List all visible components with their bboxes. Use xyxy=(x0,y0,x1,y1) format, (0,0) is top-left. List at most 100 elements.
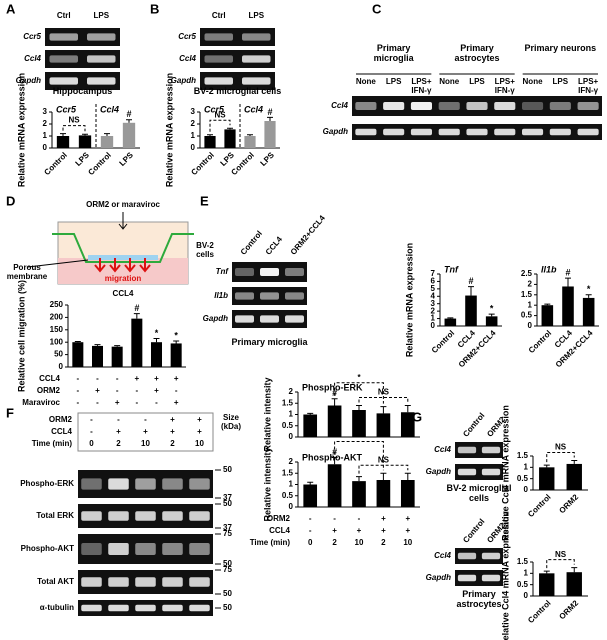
error-bar xyxy=(126,119,132,123)
membrane-pointer xyxy=(27,259,89,268)
gel-band xyxy=(135,478,156,490)
bar xyxy=(541,305,554,326)
condition-value: - xyxy=(309,526,312,535)
y-tick-label: 1.5 xyxy=(282,398,294,407)
chart-title: Phospho-ERK xyxy=(302,382,363,392)
condition-value: + xyxy=(116,427,121,436)
bar xyxy=(566,572,582,596)
lane-label: None xyxy=(355,77,376,86)
gel-band xyxy=(81,604,102,612)
bar xyxy=(539,573,555,596)
gel-band xyxy=(135,511,156,521)
gel-row xyxy=(45,72,120,90)
row-label: Ccl4 xyxy=(331,101,348,110)
condition-value: + xyxy=(197,415,202,424)
y-tick-label: 50 xyxy=(54,350,63,359)
bar xyxy=(91,345,104,367)
gel-band xyxy=(285,292,304,300)
x-tick-label: LPS xyxy=(118,150,136,168)
gel-band xyxy=(383,102,405,110)
y-tick-label: 4 xyxy=(431,291,436,300)
y-tick-label: 2 xyxy=(43,119,48,128)
error-bar xyxy=(404,472,411,480)
migration-arrows xyxy=(94,258,151,273)
gel-band xyxy=(481,552,501,560)
gel-row xyxy=(455,570,503,586)
row-label: Ccl4 xyxy=(24,54,41,63)
x-tick-label: LPS xyxy=(74,150,92,168)
gel-band xyxy=(49,77,78,85)
bar xyxy=(122,122,136,148)
y-tick-label: 1.5 xyxy=(517,557,529,566)
gel-band xyxy=(235,315,254,323)
significance-marker: # xyxy=(468,276,473,286)
row-label: Ccl4 xyxy=(434,445,451,454)
y-axis-label: Relative cell migration (%) xyxy=(16,280,26,392)
gel-band xyxy=(383,128,405,136)
bar xyxy=(327,405,342,437)
error-bar xyxy=(207,134,213,136)
error-bar xyxy=(247,134,253,136)
lane-label: LPS+ IFN-γ xyxy=(577,77,599,95)
y-axis-label: Relative Ccl4 mRNA expression xyxy=(500,511,510,640)
comparison-label: NS xyxy=(378,388,390,397)
gel-row xyxy=(45,28,120,46)
bar xyxy=(131,318,143,367)
error-bar xyxy=(404,405,411,413)
row-label: Gapdh xyxy=(16,76,41,85)
lane-label: Control xyxy=(461,411,486,439)
condition-value: - xyxy=(309,514,312,523)
condition-value: + xyxy=(115,398,120,407)
size-header: Size (kDa) xyxy=(220,413,241,431)
y-tick-label: 0.5 xyxy=(521,311,533,320)
gel-band xyxy=(481,446,501,454)
blot-caption: BV-2 microglial cells xyxy=(446,483,512,503)
condition-value: - xyxy=(90,415,93,424)
gel-band xyxy=(549,102,571,110)
y-tick-label: 1 xyxy=(528,300,533,309)
bar xyxy=(56,136,70,148)
significance-marker: # xyxy=(134,303,139,313)
comparison-bracket xyxy=(334,441,384,471)
condition-value: 0 xyxy=(308,538,313,547)
bar xyxy=(539,467,555,490)
condition-value: + xyxy=(381,526,386,535)
error-bar xyxy=(94,344,101,346)
y-axis-label: Relative intensity xyxy=(262,377,272,451)
bar xyxy=(224,129,236,148)
comparison-label: NS xyxy=(555,550,567,559)
y-tick-label: 3 xyxy=(43,107,48,116)
error-bar xyxy=(227,127,233,130)
gel-band xyxy=(108,543,129,555)
y-tick-label: 0.5 xyxy=(517,474,529,483)
gel-band xyxy=(162,511,183,521)
y-tick-label: 1 xyxy=(524,462,529,471)
error-bar xyxy=(544,303,551,306)
bar xyxy=(352,410,366,437)
condition-value: 10 xyxy=(355,538,364,547)
comparison-label: NS xyxy=(378,455,390,464)
group-label: Ccl4 xyxy=(100,104,119,114)
size-label: 50 xyxy=(223,559,232,568)
condition-value: 2 xyxy=(170,439,175,448)
panel-letter: B xyxy=(150,1,159,16)
gel-band xyxy=(135,604,156,612)
lane-label: Ctrl xyxy=(211,11,226,20)
gel-band xyxy=(466,102,488,110)
bar xyxy=(562,286,574,326)
y-tick-label: 3 xyxy=(191,107,196,116)
x-tick-label: Control xyxy=(86,151,112,177)
row-label: Gapdh xyxy=(426,573,451,582)
comparison-label: NS xyxy=(68,116,80,125)
gel-band xyxy=(81,577,102,587)
row-label: Ccl4 xyxy=(434,551,451,560)
migration-schematic: ORM2 or maraviroc migration CCL4 xyxy=(27,200,194,298)
schematic-label: BV-2 cells xyxy=(196,241,214,259)
gel-band xyxy=(135,577,156,587)
comparison-label: NS xyxy=(214,110,226,119)
error-bar xyxy=(356,405,362,410)
comparison-bracket xyxy=(546,452,575,463)
error-bar xyxy=(267,116,273,121)
condition-value: - xyxy=(76,398,79,407)
